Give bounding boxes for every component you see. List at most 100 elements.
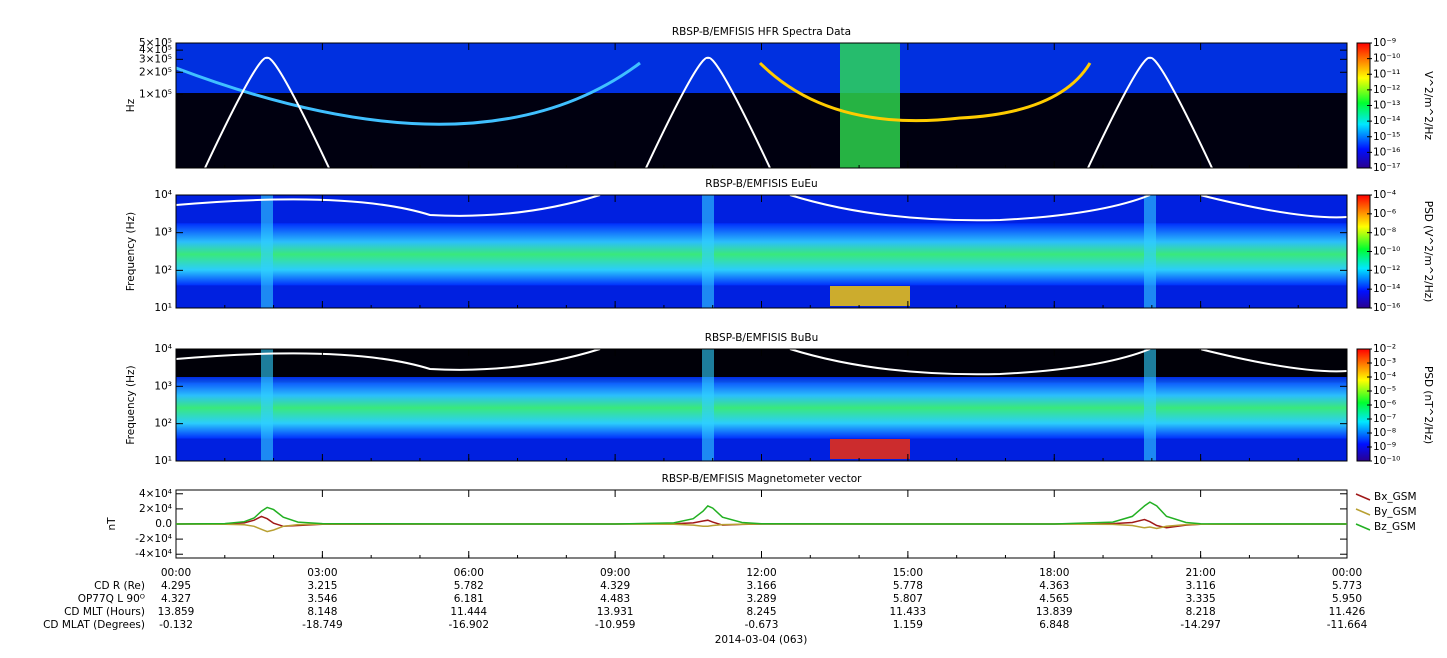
ephemeris-value: 4.295 <box>161 580 191 592</box>
ephemeris-value: -18.749 <box>302 619 343 631</box>
x-tick-label: 18:00 <box>1039 567 1069 579</box>
ephemeris-value: 11.433 <box>890 606 927 618</box>
y-tick-label: 4×10⁵ <box>139 44 172 56</box>
spectrogram-band <box>176 377 1347 439</box>
colorbar-tick-label: 10⁻¹³ <box>1373 100 1400 112</box>
colorbar-label: V^2/m^2/Hz <box>1422 71 1434 140</box>
x-tick-label: 15:00 <box>893 567 923 579</box>
panel-title: RBSP-B/EMFISIS BuBu <box>705 332 819 344</box>
colorbar-tick-label: 10⁻¹⁶ <box>1373 302 1400 314</box>
ephemeris-value: -0.673 <box>745 619 779 631</box>
y-tick-label: 10¹ <box>154 302 172 314</box>
legend-swatch <box>1355 523 1371 531</box>
ephemeris-value: 6.848 <box>1039 619 1069 631</box>
y-tick-label: 2×10⁴ <box>139 503 172 515</box>
y-tick-label: 10³ <box>154 227 172 239</box>
ephemeris-value: -14.297 <box>1180 619 1221 631</box>
plasma-line <box>645 56 771 169</box>
ephemeris-value: 3.116 <box>1186 580 1216 592</box>
ephemeris-value: 8.148 <box>307 606 337 618</box>
ephemeris-value: -10.959 <box>595 619 636 631</box>
ephemeris-label: CD R (Re) <box>94 580 145 592</box>
y-tick-label: 2×10⁵ <box>139 66 172 78</box>
colorbar-tick-label: 10⁻¹⁷ <box>1373 162 1400 174</box>
spectrogram-upper <box>176 43 1347 93</box>
x-tick-label: 21:00 <box>1185 567 1215 579</box>
colorbar-tick-label: 10⁻¹⁵ <box>1373 131 1400 143</box>
legend-label: Bz_GSM <box>1374 521 1416 533</box>
colorbar-tick-label: 10⁻¹⁰ <box>1373 455 1400 467</box>
colorbar-tick-label: 10⁻¹² <box>1373 84 1400 96</box>
plot-frame <box>175 42 1348 169</box>
colorbar-tick-label: 10⁻¹⁴ <box>1373 283 1400 295</box>
plot-frame <box>175 348 1348 462</box>
x-tick-label: 12:00 <box>746 567 776 579</box>
y-axis-label: Hz <box>125 98 137 112</box>
date-label: 2014-03-04 (063) <box>715 634 808 646</box>
ephemeris-value: 5.778 <box>893 580 923 592</box>
y-tick-label: 5×10⁵ <box>139 37 172 49</box>
ephemeris-value: 8.218 <box>1186 606 1216 618</box>
colorbar-label: PSD (nT^2/Hz) <box>1422 366 1434 444</box>
ephemeris-value: 13.839 <box>1036 606 1073 618</box>
ephemeris-value: 3.546 <box>307 593 337 605</box>
ephemeris-value: 11.444 <box>450 606 487 618</box>
ephemeris-value: 11.426 <box>1329 606 1366 618</box>
y-tick-label: -4×10⁴ <box>135 548 172 560</box>
ephemeris-value: 3.166 <box>746 580 776 592</box>
colorbar-tick-label: 10⁻¹⁰ <box>1373 246 1400 258</box>
y-tick-label: 1×10⁵ <box>139 88 172 100</box>
ephemeris-value: 3.289 <box>746 593 776 605</box>
legend-label: By_GSM <box>1374 506 1417 518</box>
gyro-line <box>175 348 1348 376</box>
ephemeris-value: 5.773 <box>1332 580 1362 592</box>
y-tick-label: -2×10⁴ <box>135 533 172 545</box>
ephemeris-value: 5.950 <box>1332 593 1362 605</box>
ephemeris-value: 4.363 <box>1039 580 1069 592</box>
y-tick-label: 10⁴ <box>154 343 172 355</box>
colorbar-tick-label: 10⁻⁸ <box>1373 227 1396 239</box>
spectrogram-band <box>176 223 1347 286</box>
y-axis-label: nT <box>106 517 118 531</box>
y-tick-label: 10² <box>154 418 172 430</box>
x-tick-label: 06:00 <box>454 567 484 579</box>
spectrogram-spike <box>261 195 273 308</box>
colorbar-tick-label: 10⁻⁹ <box>1373 37 1396 49</box>
ephemeris-value: 4.329 <box>600 580 630 592</box>
series-line <box>175 523 1348 533</box>
legend-label: Bx_GSM <box>1374 491 1417 503</box>
colorbar-tick-label: 10⁻⁴ <box>1373 189 1396 201</box>
y-tick-label: 4×10⁴ <box>139 488 172 500</box>
y-tick-label: 10¹ <box>154 455 172 467</box>
spectrogram-hot <box>830 286 910 306</box>
ephemeris-label: CD MLT (Hours) <box>64 606 145 618</box>
ephemeris-value: 4.327 <box>161 593 191 605</box>
panel-title: RBSP-B/EMFISIS HFR Spectra Data <box>672 26 851 38</box>
y-axis-label: Frequency (Hz) <box>125 212 137 291</box>
ephemeris-value: 13.859 <box>158 606 195 618</box>
y-tick-label: 0.0 <box>155 518 172 530</box>
y-axis-label: Frequency (Hz) <box>125 365 137 444</box>
spectrogram-burst <box>840 43 900 168</box>
spectrogram-spike <box>1144 195 1156 308</box>
x-tick-label: 03:00 <box>307 567 337 579</box>
ephemeris-value: 4.483 <box>600 593 630 605</box>
plot-frame <box>175 194 1348 309</box>
gyro-line <box>175 194 1348 222</box>
colorbar-tick-label: 10⁻⁶ <box>1373 399 1396 411</box>
colorbar-tick-label: 10⁻⁵ <box>1373 385 1396 397</box>
spectrogram-hot <box>830 439 910 459</box>
y-tick-label: 10³ <box>154 380 172 392</box>
colorbar-tick-label: 10⁻¹⁶ <box>1373 146 1400 158</box>
colorbar-tick-label: 10⁻³ <box>1373 357 1396 369</box>
colorbar-tick-label: 10⁻⁶ <box>1373 208 1396 220</box>
ephemeris-value: 5.807 <box>893 593 923 605</box>
ephemeris-label: OP77Q L 90ᴼ <box>78 593 145 605</box>
plasma-line <box>204 56 330 169</box>
ephemeris-value: 8.245 <box>746 606 776 618</box>
colorbar-label: PSD (V^2/m^2/Hz) <box>1422 201 1434 302</box>
colorbar-tick-label: 10⁻⁷ <box>1373 413 1396 425</box>
panel-title: RBSP-B/EMFISIS Magnetometer vector <box>662 473 863 485</box>
ephemeris-value: 13.931 <box>597 606 634 618</box>
